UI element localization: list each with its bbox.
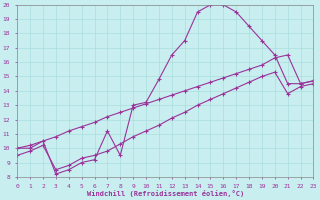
X-axis label: Windchill (Refroidissement éolien,°C): Windchill (Refroidissement éolien,°C) (87, 190, 244, 197)
